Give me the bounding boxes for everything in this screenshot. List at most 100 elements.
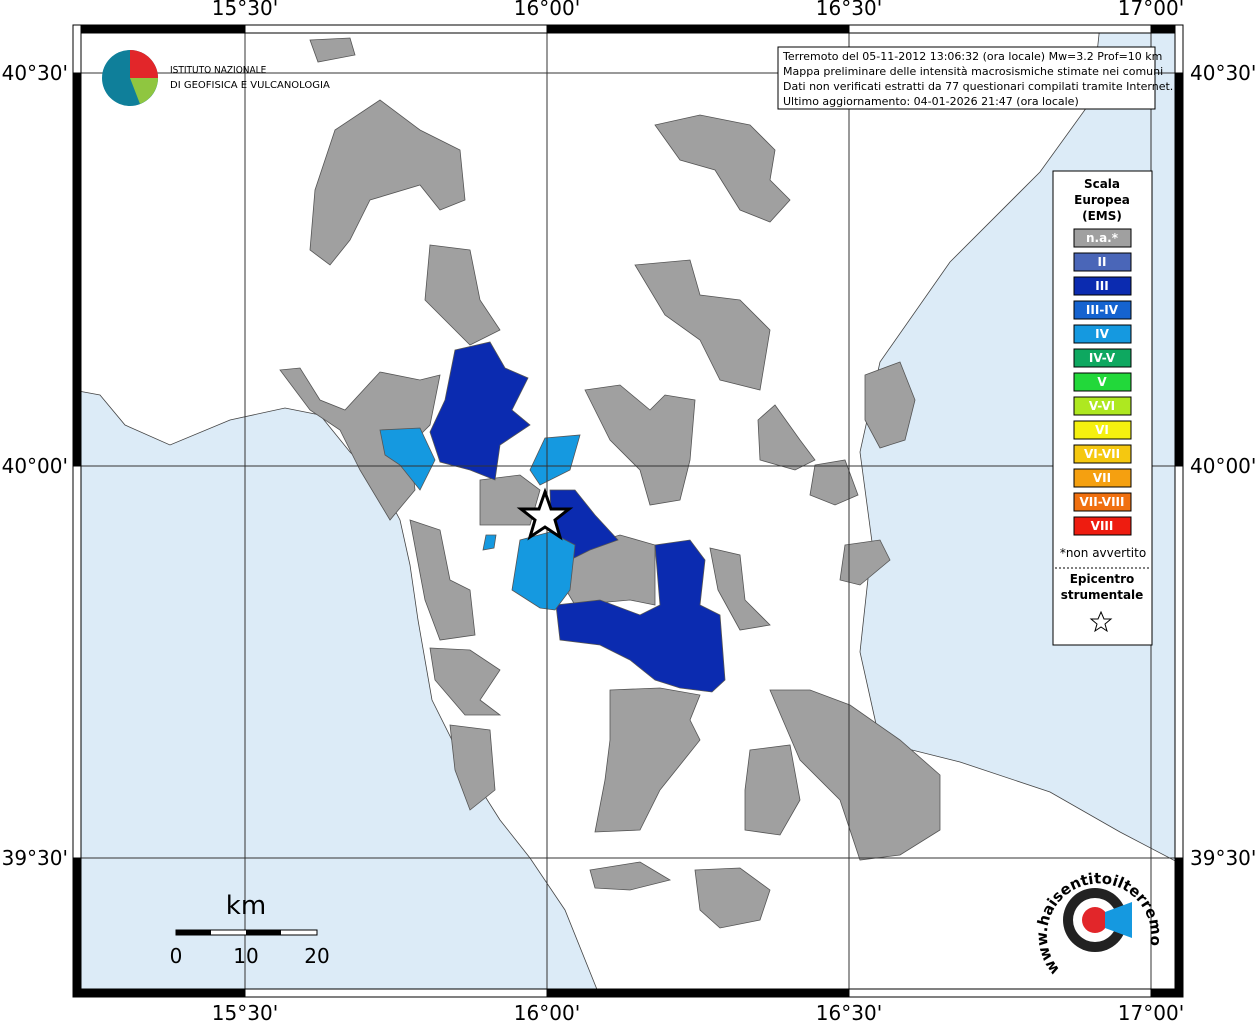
legend-label: V-VI — [1089, 399, 1115, 413]
municipality — [279, 367, 441, 521]
logo-line: ISTITUTO NAZIONALE — [170, 65, 267, 76]
frame-bar — [848, 24, 1152, 34]
latitude-label: 40°00' — [2, 454, 68, 478]
legend-swatch — [1073, 252, 1132, 272]
legend-label: VII-VIII — [1079, 495, 1124, 509]
ingv-logo: ISTITUTO NAZIONALE DI GEOFISICA E VULCAN… — [102, 50, 330, 106]
municipality — [584, 384, 696, 506]
legend-swatch — [1073, 444, 1132, 464]
frame-bar — [1174, 465, 1184, 859]
legend-star — [1089, 610, 1113, 633]
legend-label: n.a.* — [1086, 231, 1119, 245]
frame-bar — [546, 988, 850, 998]
latitude-label: 39°30' — [1190, 846, 1255, 870]
municipality — [594, 687, 701, 833]
legend-swatch — [1073, 276, 1132, 296]
municipality — [409, 519, 476, 641]
municipality — [424, 244, 501, 346]
municipality-iii — [429, 341, 531, 481]
municipality — [769, 689, 941, 861]
legend-title: Scala — [1084, 177, 1120, 191]
longitude-label: 16°00' — [514, 0, 580, 20]
municipality — [709, 547, 771, 631]
municipality — [449, 724, 496, 811]
scale-label: 10 — [233, 944, 258, 968]
legend-swatch — [1073, 300, 1132, 320]
scale-unit: km — [226, 891, 266, 921]
legend-swatch — [1073, 396, 1132, 416]
logo-wedge — [130, 50, 158, 78]
legend-swatch — [1073, 516, 1132, 536]
frame-bar — [1174, 72, 1184, 467]
longitude-label: 15°30' — [212, 0, 278, 20]
municipality — [694, 867, 771, 929]
longitude-label: 16°30' — [816, 0, 882, 20]
latitude-label: 40°00' — [1190, 454, 1255, 478]
watermark-megaphone — [1105, 902, 1132, 938]
longitude-label: 17°00' — [1118, 1001, 1184, 1024]
municipalities — [279, 37, 941, 929]
municipality — [634, 259, 771, 391]
municipality-iii — [555, 539, 726, 693]
legend-swatch — [1073, 468, 1132, 488]
frame-bar — [72, 24, 246, 34]
logo-wedge — [130, 78, 158, 104]
municipality-iv — [482, 534, 497, 551]
sea-west — [72, 389, 601, 998]
frame-bar — [1174, 857, 1184, 998]
municipality — [654, 114, 791, 223]
legend-swatch — [1073, 228, 1132, 248]
logo-line: DI GEOFISICA E VULCANOLOGIA — [170, 80, 330, 91]
frame-bar — [1174, 24, 1184, 74]
epicentre — [516, 487, 574, 541]
municipality — [864, 361, 916, 449]
watermark-ring — [1082, 907, 1108, 933]
municipality — [809, 459, 859, 506]
legend-epicentre: Epicentro — [1070, 572, 1135, 586]
frame-bar — [244, 988, 548, 998]
legend-swatch — [1073, 492, 1132, 512]
frame-bar — [546, 24, 850, 34]
frame-bar — [848, 988, 1152, 998]
info-line: Dati non verificati estratti da 77 quest… — [783, 80, 1173, 93]
legend-label: VI — [1095, 423, 1109, 437]
latitude-label: 40°30' — [1190, 61, 1255, 85]
municipality — [839, 539, 891, 586]
legend-label: IV-V — [1089, 351, 1116, 365]
legend: ScalaEuropea(EMS)n.a.*IIIIIIII-IVIVIV-VV… — [1055, 177, 1150, 633]
legend-swatch — [1073, 324, 1132, 344]
legend-epicentre: strumentale — [1061, 588, 1144, 602]
legend-label: VI-VII — [1084, 447, 1120, 461]
legend-label: V — [1097, 375, 1107, 389]
longitude-label: 16°30' — [816, 1001, 882, 1024]
frame — [72, 24, 1184, 998]
scale-label: 20 — [304, 944, 329, 968]
info-line: Mappa preliminare delle intensità macros… — [783, 65, 1163, 78]
legend-label: III-IV — [1086, 303, 1119, 317]
municipality — [589, 861, 672, 891]
municipality-iv — [529, 434, 581, 486]
frame-bar — [72, 72, 82, 467]
longitude-label: 17°00' — [1118, 0, 1184, 20]
latitude-label: 39°30' — [2, 846, 68, 870]
longitude-label: 15°30' — [212, 1001, 278, 1024]
frame-bar — [72, 857, 82, 998]
frame-bar — [72, 465, 82, 859]
scale-bar: km 0 10 20 — [170, 891, 330, 968]
legend-swatch — [1073, 420, 1132, 440]
legend-title: Europea — [1074, 193, 1130, 207]
longitude-label: 16°00' — [514, 1001, 580, 1024]
municipality — [429, 647, 502, 716]
scale-segment — [176, 930, 211, 935]
legend-label: IV — [1095, 327, 1109, 341]
legend-note: *non avvertito — [1060, 546, 1146, 560]
info-line: Terremoto del 05-11-2012 13:06:32 (ora l… — [782, 50, 1162, 63]
info-box — [777, 46, 1156, 110]
scale-label: 0 — [170, 944, 183, 968]
frame-bar — [244, 24, 548, 34]
legend-swatch — [1073, 372, 1132, 392]
municipality — [309, 37, 356, 63]
municipality — [744, 744, 801, 836]
legend-swatch — [1073, 348, 1132, 368]
